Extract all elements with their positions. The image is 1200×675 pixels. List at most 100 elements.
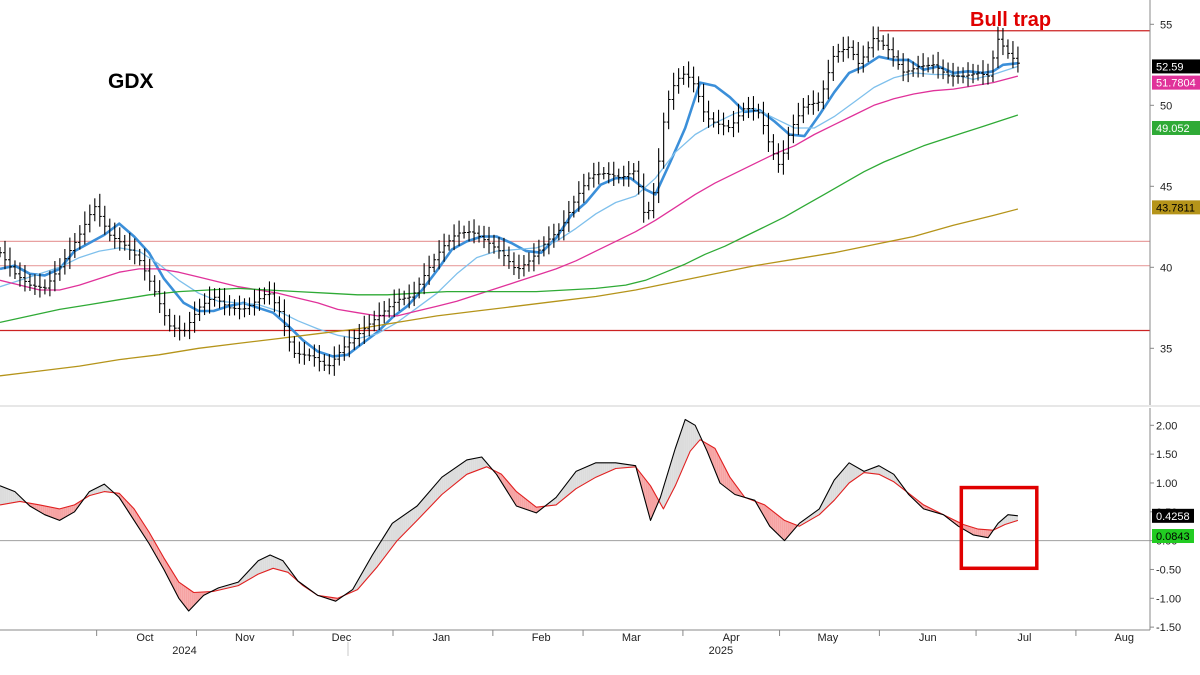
macd-fill-negative (730, 478, 733, 493)
macd-fill-positive (91, 489, 94, 496)
macd-fill-negative (57, 508, 60, 521)
macd-fill-positive (443, 474, 446, 493)
macd-fill-negative (521, 495, 524, 509)
macd-fill-negative (168, 566, 172, 584)
macd-fill-negative (728, 475, 731, 492)
macd-fill-negative (136, 512, 139, 528)
macd-fill-positive (421, 498, 424, 516)
macd-fill-positive (889, 471, 892, 481)
macd-fill-negative (525, 498, 528, 510)
macd-fill-negative (61, 507, 64, 520)
macd-fill-positive (1007, 514, 1010, 524)
macd-fill-positive (384, 532, 387, 557)
macd-fill-positive (425, 493, 428, 512)
macd-fill-negative (146, 528, 149, 543)
price-last-value-tags: 52.59 51.7804 49.052 43.7811 (1152, 59, 1200, 215)
macd-fill-positive (260, 558, 263, 574)
macd-fill-positive (584, 466, 587, 484)
macd-fill-negative (191, 590, 194, 609)
macd-fill-positive (374, 548, 377, 570)
macd-fill-positive (879, 466, 882, 476)
macd-fill-positive (875, 466, 878, 475)
macd-y-tick-label: 1.00 (1156, 478, 1177, 490)
macd-fill-positive (1005, 514, 1008, 525)
macd-fill-negative (510, 485, 514, 501)
macd-fill-positive (386, 528, 389, 555)
macd-fill-positive (478, 457, 481, 470)
macd-fill-negative (189, 589, 192, 611)
macd-fill-negative (38, 504, 41, 513)
macd-fill-positive (692, 423, 695, 449)
macd-fill-positive (287, 566, 290, 574)
macd-fill-negative (69, 505, 72, 515)
macd-fill-positive (476, 457, 479, 471)
macd-fill-positive (563, 484, 566, 499)
macd-fill-positive (10, 489, 13, 504)
macd-fill-positive (250, 566, 253, 579)
macd-fill-negative (183, 585, 186, 607)
macd-fill-positive (417, 503, 420, 521)
x-tick-label: Dec (332, 632, 352, 644)
price-tag-bg (1152, 200, 1200, 215)
macd-fill-negative (767, 507, 770, 527)
macd-fill-negative (515, 490, 518, 507)
macd-fill-negative (44, 505, 47, 516)
macd-lines (0, 418, 1150, 612)
macd-y-tick-label: -0.50 (1156, 564, 1181, 576)
macd-fill-negative (67, 506, 70, 517)
macd-fill-positive (460, 463, 463, 480)
macd-fill-negative (529, 501, 532, 512)
macd-macd-line (0, 418, 1018, 612)
macd-fill-positive (2, 486, 5, 505)
macd-fill-positive (1015, 515, 1018, 522)
macd-fill-positive (616, 462, 619, 469)
x-axis: Oct Nov Dec Jan Feb Mar Apr May Jun Jul Aug 2024 202… (96, 630, 1134, 657)
macd-fill-positive (254, 562, 257, 577)
macd-fill-positive (472, 458, 475, 473)
macd-fill-negative (75, 503, 78, 511)
macd-panel (0, 418, 1150, 612)
macd-fill-positive (266, 555, 269, 571)
macd-fill-negative (171, 569, 174, 588)
macd-fill-positive (578, 469, 581, 488)
macd-fill-negative (647, 481, 650, 517)
x-tick-label: Oct (136, 632, 153, 644)
macd-y-tick-label: 2.00 (1156, 420, 1177, 432)
macd-fill-positive (682, 422, 685, 471)
macd-fill-positive (380, 538, 383, 563)
macd-fill-positive (559, 489, 562, 502)
macd-fill-positive (427, 491, 430, 510)
macd-fill-positive (278, 558, 281, 571)
macd-fill-positive (842, 467, 845, 491)
macd-fill-positive (1011, 515, 1014, 523)
macd-fill-positive (382, 535, 385, 560)
macd-fill-positive (576, 470, 579, 489)
macd-fill-positive (673, 446, 676, 489)
macd-fill-negative (789, 522, 792, 535)
macd-fill-negative (197, 592, 200, 602)
macd-fill-positive (997, 521, 1000, 529)
price-y-tick-label: 35 (1160, 343, 1172, 355)
macd-fill-positive (449, 470, 452, 488)
macd-fill-positive (403, 514, 406, 535)
macd-fill-positive (871, 467, 874, 474)
macd-fill-negative (759, 502, 762, 512)
macd-fill-positive (690, 422, 693, 452)
price-y-axis: 55 50 45 40 35 (1150, 19, 1172, 355)
x-tick-label: Apr (723, 632, 740, 644)
macd-fill-negative (187, 588, 190, 611)
macd-fill-positive (431, 486, 434, 506)
macd-fill-negative (195, 592, 198, 604)
macd-fill-positive (580, 468, 583, 487)
macd-fill-negative (498, 472, 501, 482)
macd-fill-negative (775, 513, 778, 534)
macd-fill-positive (101, 484, 104, 493)
macd-fill-positive (622, 463, 626, 468)
macd-fill-positive (394, 520, 397, 544)
macd-fill-negative (531, 503, 534, 512)
macd-fill-positive (256, 560, 259, 576)
macd-fill-positive (468, 459, 471, 474)
macd-fill-positive (20, 496, 23, 502)
macd-fill-negative (975, 528, 978, 536)
macd-fill-positive (586, 466, 589, 483)
